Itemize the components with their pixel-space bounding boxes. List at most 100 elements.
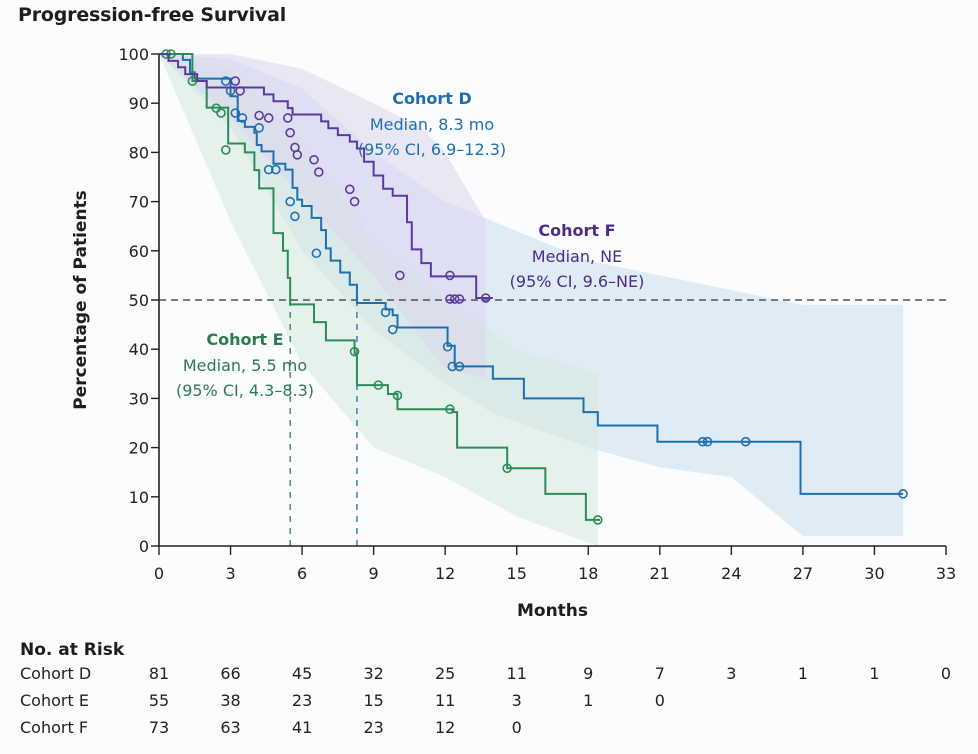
risk-value: 45 [291, 664, 313, 683]
risk-value: 7 [654, 664, 665, 683]
y-tick-label: 70 [129, 193, 149, 212]
annotations: Cohort D Median, 8.3 mo (95% CI, 6.9–12.3)… [176, 89, 644, 400]
risk-value: 38 [220, 691, 241, 710]
censor-mark-cohort-f [285, 127, 295, 138]
censor-mark-cohort-f [344, 184, 355, 195]
risk-value: 32 [363, 664, 384, 683]
curve-cohort-f [159, 53, 493, 300]
censor-mark-cohort-f [309, 154, 319, 165]
annotation-median-cohort-e: Median, 5.5 mo [183, 356, 307, 375]
censor-mark-cohort-f [349, 196, 360, 207]
censor-mark-cohort-f [454, 294, 465, 304]
censor-mark-cohort-e [502, 463, 512, 474]
annotation-median-cohort-d: Median, 8.3 mo [370, 115, 494, 134]
survival-curves [159, 49, 908, 525]
risk-value: 25 [434, 664, 456, 683]
censor-mark-cohort-f [480, 293, 491, 303]
x-tick-label: 18 [578, 564, 598, 583]
censor-mark-cohort-d [311, 248, 322, 259]
censor-mark-cohort-d [271, 164, 281, 175]
x-tick-label: 6 [297, 564, 307, 583]
x-tick-label: 3 [225, 564, 235, 583]
risk-value: 55 [148, 691, 170, 710]
censor-mark-cohort-d [290, 211, 300, 222]
annotation-median-cohort-f: Median, NE [532, 247, 622, 266]
x-tick-label: 15 [507, 564, 527, 583]
censor-mark-cohort-e [349, 346, 360, 357]
risk-value: 63 [220, 718, 241, 737]
censor-mark-cohort-f [292, 150, 303, 160]
annotation-title-cohort-e: Cohort E [206, 330, 283, 349]
annotation-ci-cohort-d: (95% CI, 6.9–12.3) [358, 140, 506, 159]
x-tick-label: 33 [936, 564, 956, 583]
risk-row-label: Cohort E [20, 691, 89, 710]
censor-mark-cohort-d [285, 196, 295, 207]
risk-table-title: No. at Risk [20, 640, 125, 660]
risk-table: No. at Risk Cohort D 81 66 45 32 25 11 9 7 3 1 1 0 Co… [20, 640, 978, 743]
y-tick-label: 100 [118, 45, 149, 64]
risk-value: 11 [506, 664, 527, 683]
censor-mark-cohort-f [235, 86, 245, 96]
y-tick-label: 50 [129, 291, 149, 310]
risk-value: 0 [654, 691, 665, 710]
y-tick-label: 30 [129, 389, 149, 408]
censor-mark-cohort-e [593, 515, 603, 525]
risk-value: 0 [511, 718, 522, 737]
censor-mark-cohort-d [230, 108, 241, 118]
censor-mark-cohort-e [392, 390, 403, 401]
censor-mark-cohort-d [740, 436, 751, 447]
censor-mark-cohort-d [898, 489, 908, 499]
x-tick-label: 12 [435, 564, 455, 583]
risk-value: 23 [291, 691, 313, 710]
y-tick-label: 80 [129, 143, 149, 162]
risk-value: 1 [797, 664, 808, 683]
annotation-ci-cohort-f: (95% CI, 9.6–NE) [510, 272, 645, 291]
chart-title: Progression-free Survival [18, 4, 287, 26]
annotation-title-cohort-f: Cohort F [538, 221, 615, 240]
censor-mark-cohort-f [445, 270, 455, 281]
censor-mark-cohort-e [445, 404, 455, 415]
reference-lines [159, 299, 946, 546]
risk-value: 23 [363, 718, 384, 737]
risk-value: 11 [434, 691, 456, 710]
km-chart: 0 10 20 30 40 50 60 70 80 90 100 0 3 6 9 12 15 18 21 24 27 30… [71, 45, 956, 621]
risk-row-label: Cohort F [20, 718, 89, 737]
y-tick-label: 60 [129, 242, 149, 261]
x-tick-label: 9 [369, 564, 379, 583]
x-tick-label: 30 [864, 564, 884, 583]
censor-mark-cohort-d [697, 436, 708, 447]
y-tick-label: 20 [129, 439, 149, 458]
censor-mark-cohort-d [387, 324, 398, 335]
y-axis-title: Percentage of Patients [71, 190, 91, 410]
risk-value: 41 [291, 718, 313, 737]
risk-value: 15 [363, 691, 384, 710]
censor-mark-cohort-f [313, 167, 324, 177]
x-tick-label: 21 [650, 564, 670, 583]
risk-value: 3 [511, 691, 522, 710]
censor-mark-cohort-d [254, 123, 264, 133]
risk-value: 1 [583, 691, 594, 710]
y-tick-label: 10 [129, 488, 149, 507]
censor-mark-cohort-f [254, 110, 264, 121]
risk-value: 66 [220, 664, 241, 683]
censor-mark-cohort-f [445, 294, 455, 304]
risk-row-cohort-f: Cohort F 73 63 41 23 12 0 [20, 716, 978, 743]
censor-mark-cohort-e [216, 108, 226, 118]
y-tick-label: 0 [139, 537, 149, 556]
risk-row-label: Cohort D [20, 664, 92, 683]
risk-value: 73 [148, 718, 170, 737]
risk-value: 9 [583, 664, 594, 683]
y-tick-label: 90 [129, 94, 149, 113]
y-tick-label: 40 [129, 340, 149, 359]
annotation-ci-cohort-e: (95% CI, 4.3–8.3) [176, 381, 314, 400]
censor-mark-cohort-e [220, 145, 231, 155]
x-tick-label: 0 [154, 564, 164, 583]
censor-mark-cohort-d [454, 361, 465, 372]
x-tick-label: 27 [793, 564, 813, 583]
censor-mark-cohort-f [449, 294, 460, 304]
axes: 0 10 20 30 40 50 60 70 80 90 100 0 3 6 9 12 15 18 21 24 27 30… [71, 45, 956, 621]
censor-mark-cohort-f [263, 113, 274, 123]
censor-mark-cohort-e [373, 380, 384, 390]
censor-mark-cohort-f [282, 113, 293, 123]
x-tick-label: 24 [721, 564, 741, 583]
